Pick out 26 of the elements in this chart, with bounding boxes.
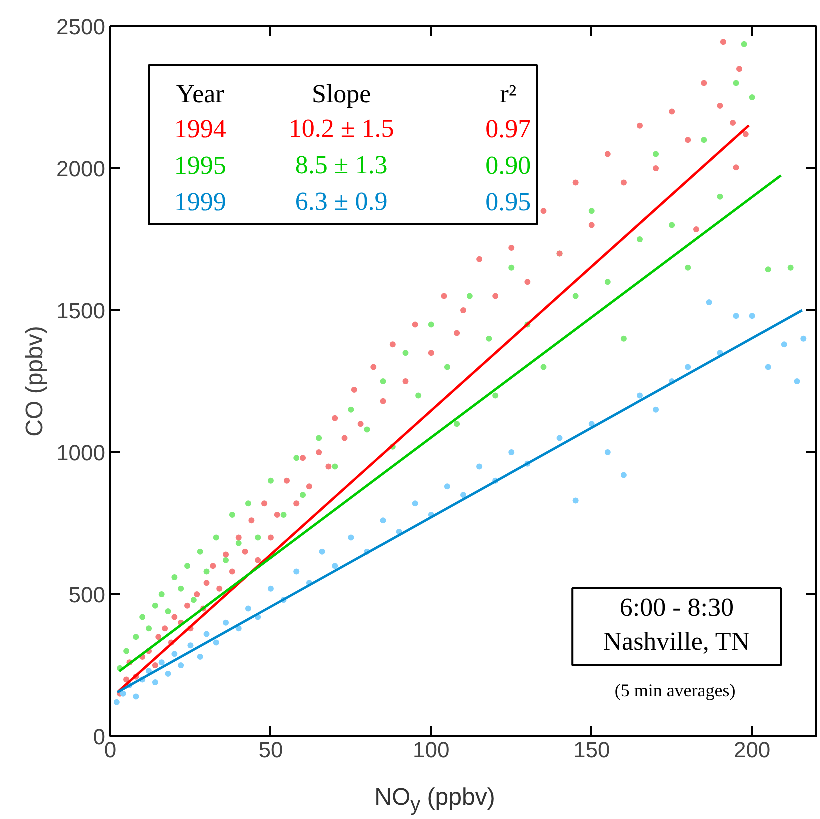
x-axis-title: NO$_{y}$ (ppbv) — [374, 783, 496, 818]
annotation: 6.3 ± 0.9 — [295, 186, 388, 216]
annotation: (5 min averages) — [614, 680, 736, 700]
annotation: 10.2 ± 1.5 — [288, 114, 394, 144]
text: 1994 — [174, 114, 226, 144]
annotation: Slope — [312, 80, 372, 109]
annotation: 8.5 ± 1.3 — [295, 150, 388, 180]
text: 1995 — [174, 151, 226, 180]
y-axis-title: CO (ppbv) — [22, 326, 49, 437]
annotation: 0.90 — [486, 151, 532, 180]
annotation: 6:00 - 8:30 — [620, 593, 734, 622]
y-tick-label: 2000 — [56, 156, 106, 182]
annotation: Nashville, TN — [603, 627, 750, 656]
x-tick-label: 50 — [258, 738, 284, 762]
annotation: 0.95 — [486, 187, 532, 216]
y-tick-label: 500 — [68, 582, 106, 608]
annotation: r² — [500, 80, 517, 109]
y-tick-label: 2500 — [56, 14, 106, 40]
text: 1999 — [174, 187, 226, 216]
annotation: Year — [176, 80, 225, 109]
annotation: 0.97 — [486, 114, 532, 144]
x-tick-label: 100 — [413, 738, 450, 762]
x-tick-label: 200 — [734, 738, 771, 762]
x-tick-label: 150 — [574, 738, 610, 762]
y-tick-label: 1000 — [56, 440, 106, 466]
y-tick-label: 1500 — [56, 298, 106, 324]
